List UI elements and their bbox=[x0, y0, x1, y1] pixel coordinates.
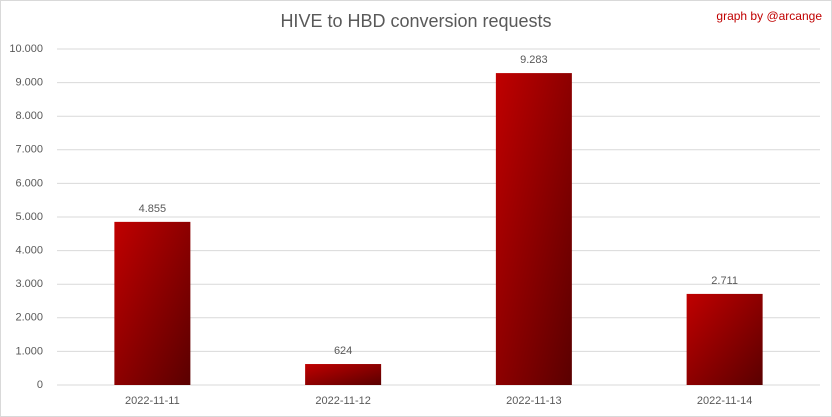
y-tick-label: 2.000 bbox=[15, 312, 43, 324]
data-label: 624 bbox=[334, 345, 352, 357]
y-tick-label: 9.000 bbox=[15, 77, 43, 89]
y-tick-label: 0 bbox=[37, 379, 43, 391]
y-tick-label: 7.000 bbox=[15, 144, 43, 156]
x-tick-label: 2022-11-13 bbox=[506, 395, 561, 407]
y-tick-label: 10.000 bbox=[9, 43, 43, 55]
bar bbox=[686, 293, 763, 385]
chart-title: HIVE to HBD conversion requests bbox=[280, 11, 551, 31]
y-tick-label: 5.000 bbox=[15, 211, 43, 223]
data-label: 2.711 bbox=[711, 275, 738, 287]
x-tick-label: 2022-11-14 bbox=[697, 395, 752, 407]
x-tick-label: 2022-11-11 bbox=[125, 395, 180, 407]
y-tick-label: 8.000 bbox=[15, 110, 43, 122]
data-label: 4.855 bbox=[139, 203, 167, 215]
bar bbox=[114, 221, 191, 385]
bar bbox=[305, 364, 382, 385]
data-label: 9.283 bbox=[520, 54, 548, 66]
y-tick-label: 3.000 bbox=[15, 278, 43, 290]
y-tick-label: 6.000 bbox=[15, 177, 43, 189]
x-tick-label: 2022-11-12 bbox=[315, 395, 370, 407]
bar bbox=[495, 73, 572, 386]
y-tick-label: 1.000 bbox=[15, 345, 43, 357]
y-tick-label: 4.000 bbox=[15, 245, 43, 257]
annotation: graph by @arcange bbox=[716, 9, 822, 23]
